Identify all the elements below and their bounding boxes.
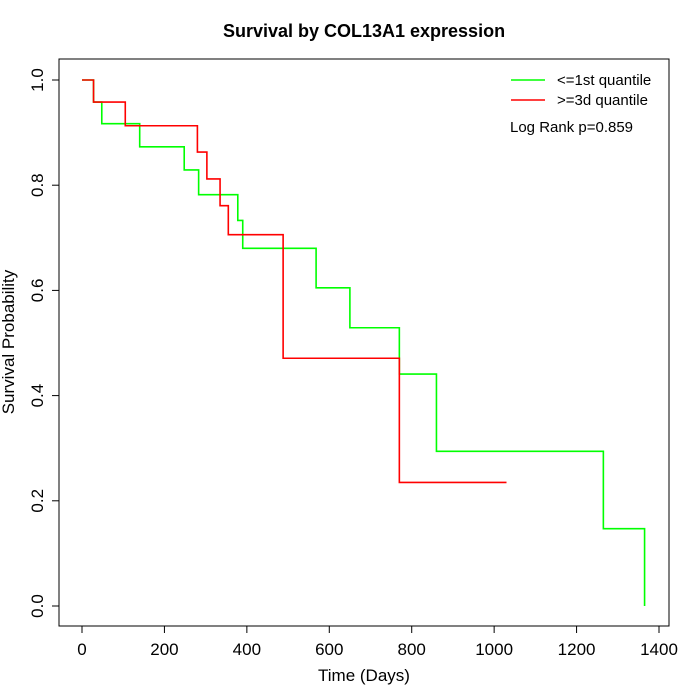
x-tick-label: 1200 (558, 640, 596, 659)
series-layer (82, 79, 646, 606)
x-tick-label: 1400 (640, 640, 678, 659)
x-axis-label: Time (Days) (318, 666, 410, 685)
y-tick-label: 0.8 (28, 173, 47, 197)
x-tick-label: 600 (315, 640, 343, 659)
x-tick-label: 200 (150, 640, 178, 659)
x-tick-label: 400 (233, 640, 261, 659)
y-tick-label: 1.0 (28, 68, 47, 92)
chart-title: Survival by COL13A1 expression (223, 21, 505, 41)
y-tick-label: 0.4 (28, 384, 47, 408)
legend-label-high: >=3d quantile (557, 92, 648, 109)
x-tick-label: 0 (77, 640, 86, 659)
survival-curve-high (82, 79, 507, 484)
legend-label-low: <=1st quantile (557, 72, 651, 89)
y-tick-label: 0.2 (28, 489, 47, 513)
y-tick-label: 0.6 (28, 279, 47, 303)
legend: <=1st quantile >=3d quantile (511, 72, 651, 109)
log-rank-annotation: Log Rank p=0.859 (510, 119, 633, 136)
x-axis: 0 200 400 600 800 1000 1200 1400 (77, 625, 678, 659)
y-axis: 0.0 0.2 0.4 0.6 0.8 1.0 (28, 68, 60, 618)
y-tick-label: 0.0 (28, 594, 47, 618)
x-tick-label: 800 (398, 640, 426, 659)
y-axis-label: Survival Probability (0, 269, 18, 414)
x-tick-label: 1000 (475, 640, 513, 659)
survival-curve-low (82, 79, 646, 606)
plot-frame (58, 58, 670, 627)
